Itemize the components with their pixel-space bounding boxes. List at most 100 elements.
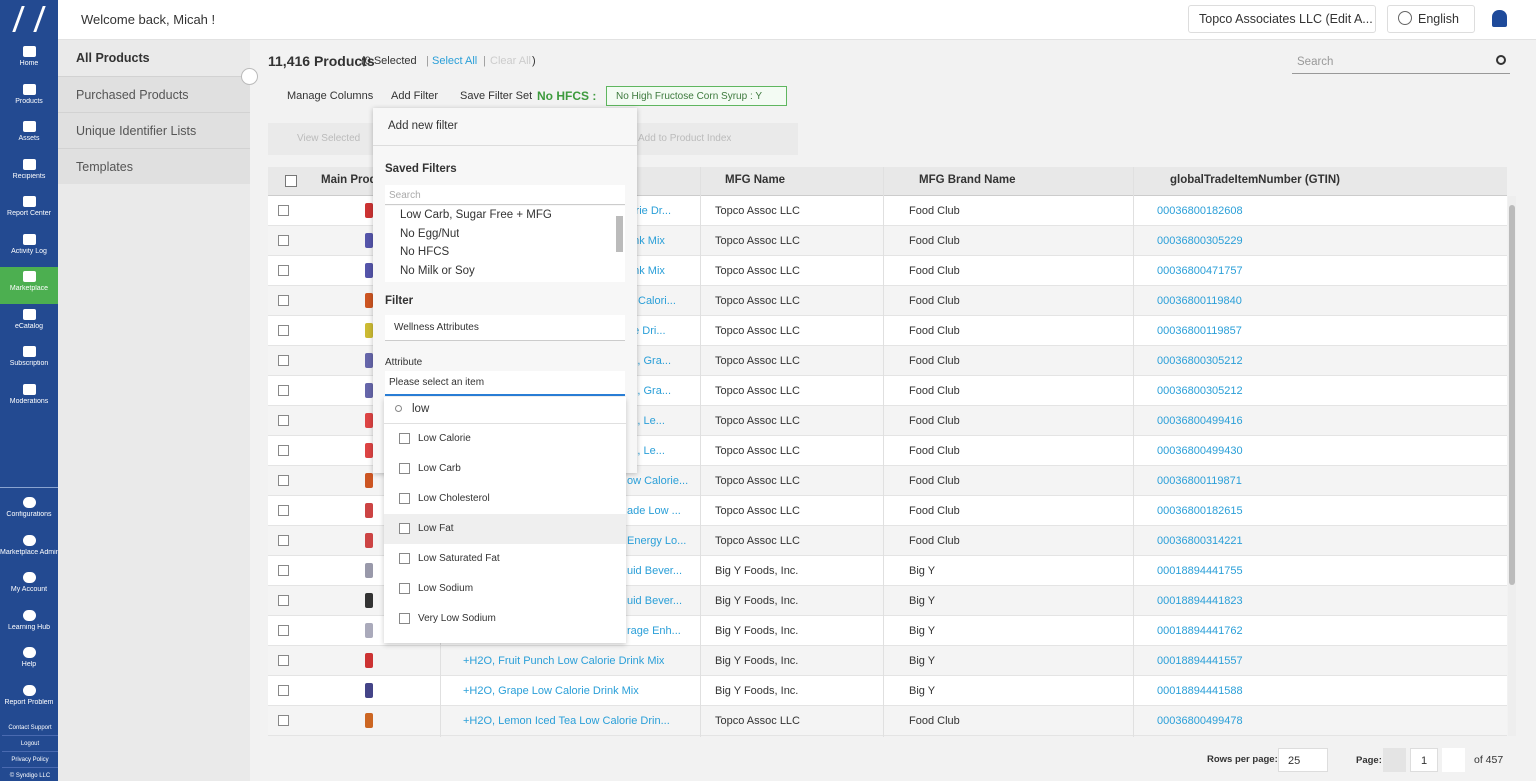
row-checkbox[interactable]	[278, 415, 289, 426]
row-checkbox[interactable]	[278, 655, 289, 666]
gtin[interactable]: 00036800119857	[1157, 325, 1242, 337]
product-name[interactable]: ade Low ...	[627, 505, 681, 517]
view-selected[interactable]: View Selected	[297, 133, 361, 144]
option-checkbox[interactable]	[399, 523, 410, 534]
nav-item[interactable]: Home	[0, 42, 58, 79]
product-name[interactable]: lix, Le...	[627, 415, 665, 427]
row-checkbox[interactable]	[278, 535, 289, 546]
product-name[interactable]: lix, Gra...	[627, 385, 672, 397]
row-checkbox[interactable]	[278, 355, 289, 366]
gtin[interactable]: 00036800471757	[1157, 265, 1243, 277]
nav-item[interactable]: Assets	[0, 117, 58, 154]
bell-icon[interactable]	[1492, 10, 1507, 27]
option-label[interactable]: Low Cholesterol	[418, 493, 490, 504]
option-label[interactable]: Low Calorie	[418, 433, 471, 444]
manage-columns[interactable]: Manage Columns	[287, 90, 374, 102]
option-label[interactable]: Low Saturated Fat	[418, 553, 500, 564]
product-name[interactable]: rink Mix	[627, 235, 665, 247]
saved-filter[interactable]: No Milk or Soy	[400, 264, 475, 277]
gtin[interactable]: 00036800305212	[1157, 385, 1243, 397]
gtin[interactable]: 00036800499430	[1157, 445, 1243, 457]
product-name[interactable]: +H2O, Lemon Iced Tea Low Calorie Drin...	[463, 715, 670, 727]
page-input[interactable]: 1	[1410, 748, 1438, 772]
product-name[interactable]: rink Mix	[627, 265, 665, 277]
attribute-option[interactable]	[384, 604, 626, 634]
subnav-item[interactable]: Purchased Products	[58, 76, 250, 112]
option-checkbox[interactable]	[399, 583, 410, 594]
attribute-select[interactable]: Please select an item	[385, 371, 625, 396]
subnav-item[interactable]: Templates	[58, 148, 250, 184]
saved-filter[interactable]: No HFCS	[400, 246, 450, 258]
attribute-option[interactable]	[384, 484, 626, 514]
row-checkbox[interactable]	[278, 205, 289, 216]
product-name[interactable]: +H2O, Fruit Punch Low Calorie Drink Mix	[463, 655, 665, 667]
gtin[interactable]: 00036800182608	[1157, 205, 1243, 217]
product-name[interactable]: rie Dri...	[627, 325, 666, 337]
attribute-option[interactable]	[384, 424, 626, 454]
saved-search[interactable]: Search	[385, 185, 625, 205]
option-label[interactable]: Low Fat	[418, 523, 454, 534]
gtin[interactable]: 00018894441762	[1157, 625, 1243, 637]
row-checkbox[interactable]	[278, 385, 289, 396]
header-checkbox[interactable]	[285, 175, 297, 187]
gtin[interactable]: 00018894441823	[1157, 595, 1243, 607]
nav-item[interactable]: My Account	[0, 568, 58, 605]
nav-item[interactable]: Learning Hub	[0, 606, 58, 643]
gtin[interactable]: 00018894441755	[1157, 565, 1243, 577]
product-name[interactable]: w Calori...	[627, 295, 676, 307]
nav-item[interactable]: Report Problem	[0, 681, 58, 718]
attribute-option[interactable]	[384, 574, 626, 604]
add-to-index[interactable]: Add to Product Index	[638, 133, 732, 144]
product-name[interactable]: uid Bever...	[627, 565, 683, 577]
product-name[interactable]: Energy Lo...	[627, 535, 687, 547]
prev-page[interactable]	[1383, 748, 1406, 772]
panel-close[interactable]	[609, 118, 623, 132]
product-name[interactable]: ow Calorie...	[627, 475, 689, 487]
dropdown-search[interactable]: low	[384, 397, 626, 424]
gtin[interactable]: 00018894441557	[1157, 655, 1243, 667]
option-label[interactable]: Low Sodium	[418, 583, 474, 594]
nav-item[interactable]: Activity Log	[0, 230, 58, 267]
collapse-button[interactable]	[241, 68, 258, 85]
gtin[interactable]: 00036800305212	[1157, 355, 1243, 367]
nav-item[interactable]: Recipients	[0, 155, 58, 192]
language-select[interactable]: English	[1387, 5, 1475, 33]
row-checkbox[interactable]	[278, 505, 289, 516]
save-filter-set[interactable]: Save Filter Set	[460, 90, 533, 102]
product-name[interactable]: +H2O, Grape Low Calorie Drink Mix	[463, 685, 639, 697]
footer-link[interactable]: Privacy Policy	[2, 754, 58, 768]
row-checkbox[interactable]	[278, 715, 289, 726]
gtin[interactable]: 00018894441588	[1157, 685, 1243, 697]
gtin[interactable]: 00036800305229	[1157, 235, 1243, 247]
nav-item[interactable]: Marketplace Admin	[0, 531, 58, 568]
search-input[interactable]: Search	[1292, 52, 1510, 74]
filter-select[interactable]: Wellness Attributes	[385, 315, 625, 341]
active-filter-chip[interactable]: No High Fructose Corn Syrup : Y	[606, 86, 787, 106]
option-checkbox[interactable]	[399, 493, 410, 504]
option-checkbox[interactable]	[399, 463, 410, 474]
nav-item[interactable]: Products	[0, 80, 58, 117]
nav-item[interactable]: Moderations	[0, 380, 58, 417]
row-checkbox[interactable]	[278, 625, 289, 636]
product-name[interactable]: rage Enh...	[627, 625, 681, 637]
gtin[interactable]: 00036800499478	[1157, 715, 1243, 727]
gtin[interactable]: 00036800314221	[1157, 535, 1243, 547]
option-label[interactable]: Low Carb	[418, 463, 461, 474]
row-checkbox[interactable]	[278, 445, 289, 456]
saved-filter[interactable]: No Egg/Nut	[400, 227, 460, 240]
product-name[interactable]: lix, Gra...	[627, 355, 672, 367]
saved-filter[interactable]: Low Carb, Sugar Free + MFG	[400, 209, 552, 221]
gtin[interactable]: 00036800119871	[1157, 475, 1242, 487]
attribute-option[interactable]	[384, 454, 626, 484]
subnav-item[interactable]: All Products	[58, 40, 250, 76]
product-name[interactable]: uid Bever...	[627, 595, 683, 607]
option-checkbox[interactable]	[399, 433, 410, 444]
attribute-option[interactable]	[384, 544, 626, 574]
option-label[interactable]: Very Low Sodium	[418, 613, 496, 624]
row-checkbox[interactable]	[278, 235, 289, 246]
nav-item[interactable]: Report Center	[0, 192, 58, 229]
product-name[interactable]: lorie Dr...	[627, 205, 672, 217]
row-checkbox[interactable]	[278, 595, 289, 606]
nav-item[interactable]: Configurations	[0, 493, 58, 530]
row-checkbox[interactable]	[278, 265, 289, 276]
